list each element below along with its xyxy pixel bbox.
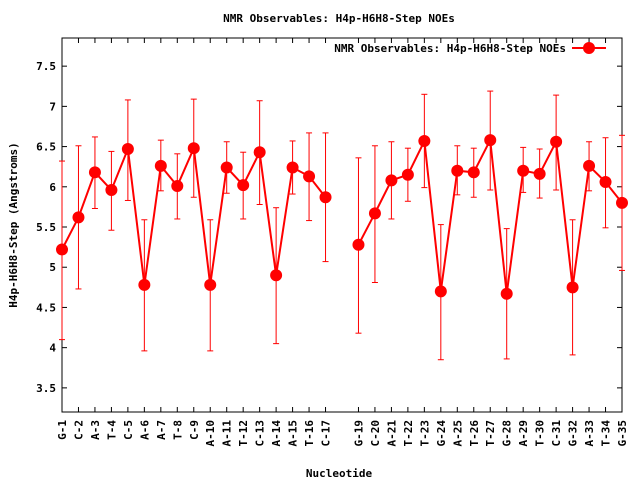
x-tick-label: G-1 xyxy=(56,420,69,440)
x-tick-label: A-14 xyxy=(270,420,283,447)
y-tick-label: 5.5 xyxy=(36,221,56,234)
x-tick-label: C-9 xyxy=(188,420,201,440)
x-tick-label: A-29 xyxy=(517,420,530,447)
data-point xyxy=(583,159,596,172)
data-point xyxy=(171,179,184,192)
y-tick-label: 5 xyxy=(49,261,56,274)
y-tick-label: 6.5 xyxy=(36,141,56,154)
data-point xyxy=(121,142,134,155)
y-tick-label: 4 xyxy=(49,342,56,355)
data-point xyxy=(154,159,167,172)
x-tick-label: A-11 xyxy=(221,420,234,447)
x-tick-label: A-25 xyxy=(451,420,464,447)
chart-title: NMR Observables: H4p-H6H8-Step NOEs xyxy=(223,12,455,25)
data-point xyxy=(467,166,480,179)
y-tick-label: 7.5 xyxy=(36,60,56,73)
x-tick-label: T-27 xyxy=(484,420,497,447)
x-tick-label: A-7 xyxy=(155,420,168,440)
data-point xyxy=(599,175,612,188)
data-point xyxy=(533,167,546,180)
data-point xyxy=(484,134,497,147)
data-point xyxy=(451,164,464,177)
x-tick-label: A-33 xyxy=(583,420,596,447)
x-tick-label: G-28 xyxy=(501,420,514,447)
x-tick-label: T-12 xyxy=(237,420,250,447)
data-point xyxy=(88,166,101,179)
x-tick-label: A-15 xyxy=(287,420,300,447)
x-tick-label: T-26 xyxy=(468,420,481,447)
x-tick-label: T-30 xyxy=(534,420,547,447)
data-point xyxy=(418,134,431,147)
data-point xyxy=(368,207,381,220)
data-point xyxy=(550,135,563,148)
data-point xyxy=(253,146,266,159)
plot-frame xyxy=(61,37,623,413)
x-tick-label: T-4 xyxy=(105,420,118,440)
y-tick-label: 7 xyxy=(49,100,56,113)
data-point xyxy=(270,269,283,282)
series-layer xyxy=(56,90,628,361)
data-point xyxy=(434,285,447,298)
data-point xyxy=(385,174,398,187)
data-point xyxy=(616,196,628,209)
y-axis-label: H4p-H6H8-Step (Angstroms) xyxy=(7,142,20,308)
data-point xyxy=(352,238,365,251)
x-tick-label: C-2 xyxy=(72,420,85,440)
data-point xyxy=(56,243,68,256)
x-tick-label: C-5 xyxy=(122,420,135,440)
x-tick-label: C-20 xyxy=(369,420,382,447)
x-tick-label: C-13 xyxy=(254,420,267,447)
x-tick-label: C-17 xyxy=(320,420,333,447)
data-point xyxy=(517,164,530,177)
x-tick-label: G-35 xyxy=(616,420,629,447)
x-tick-label: A-3 xyxy=(89,420,102,440)
data-point xyxy=(319,191,332,204)
data-point xyxy=(204,278,217,291)
x-tick-label: A-6 xyxy=(138,420,151,440)
x-tick-label: T-34 xyxy=(600,420,613,447)
data-point xyxy=(500,287,513,300)
data-point xyxy=(303,170,316,183)
x-tick-label: T-16 xyxy=(303,420,316,447)
x-tick-label: C-31 xyxy=(550,420,563,447)
y-tick-label: 6 xyxy=(49,181,56,194)
x-axis-label: Nucleotide xyxy=(306,467,373,480)
data-point xyxy=(286,161,299,174)
data-point xyxy=(105,184,118,197)
y-tick-label: 4.5 xyxy=(36,301,56,314)
axes: 3.5 4 4.5 5 5.5 6 6.5 7 7.5 G-1 C-2 A-3 T-4 C-5 A-6 A-7… xyxy=(36,37,629,447)
data-point xyxy=(187,142,200,155)
data-point xyxy=(138,278,151,291)
x-tick-label: T-23 xyxy=(418,420,431,447)
data-point xyxy=(220,161,233,174)
y-tick-label: 3.5 xyxy=(36,382,56,395)
legend: NMR Observables: H4p-H6H8-Step NOEs xyxy=(334,42,606,55)
x-tick-label: G-19 xyxy=(352,420,365,447)
data-point xyxy=(237,179,250,192)
x-tick-label: A-21 xyxy=(385,420,398,447)
x-tick-label: G-24 xyxy=(435,420,448,447)
legend-label: NMR Observables: H4p-H6H8-Step NOEs xyxy=(334,42,566,55)
x-tick-label: T-22 xyxy=(402,420,415,447)
x-tick-label: A-10 xyxy=(204,420,217,447)
data-point xyxy=(566,281,579,294)
data-point xyxy=(401,168,414,181)
x-tick-label: G-32 xyxy=(567,420,580,447)
data-point xyxy=(72,211,85,224)
x-tick-label: T-8 xyxy=(171,420,184,440)
legend-marker xyxy=(583,42,595,54)
